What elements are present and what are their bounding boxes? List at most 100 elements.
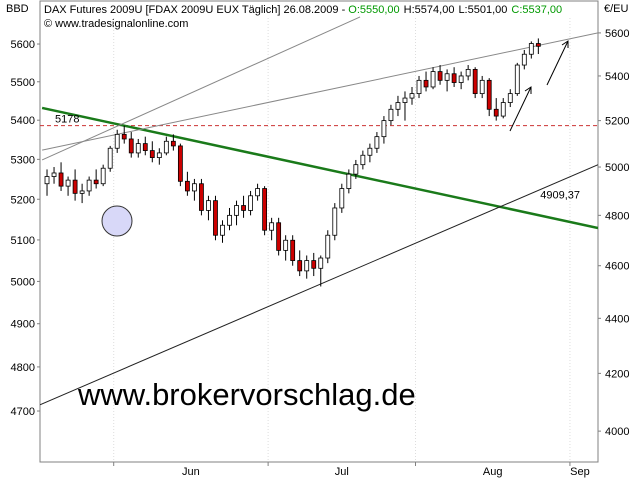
candle-body xyxy=(220,224,225,236)
candle-body xyxy=(507,93,513,103)
candle-body xyxy=(465,68,471,77)
y2-tick-label: 5200 xyxy=(605,116,629,128)
candle-body xyxy=(276,222,282,251)
candle-body xyxy=(100,167,106,185)
trend-line xyxy=(42,32,598,151)
level-label: 5178 xyxy=(55,114,79,126)
candle-body xyxy=(339,188,345,209)
candle-body xyxy=(353,164,359,175)
candle-body xyxy=(192,183,197,192)
candle-body xyxy=(227,214,232,226)
candle-body xyxy=(367,147,373,156)
plot-frame xyxy=(39,0,599,463)
y-tick-label: 5200 xyxy=(11,194,35,206)
candle-body xyxy=(44,176,50,185)
trend-line xyxy=(41,16,361,161)
candle-body xyxy=(346,173,352,189)
candle-body xyxy=(332,207,338,236)
candle-body xyxy=(290,239,296,261)
y2-tick-label: 4800 xyxy=(605,210,629,222)
marker-circle xyxy=(101,205,133,237)
y2-tick-label: 4600 xyxy=(605,261,629,273)
candle-body xyxy=(79,190,85,194)
candle-body xyxy=(472,68,478,95)
y2-tick-label: 4000 xyxy=(605,426,629,438)
candle-body xyxy=(458,75,464,83)
candle-body xyxy=(269,222,275,231)
candle-body xyxy=(65,179,71,187)
candle-body xyxy=(135,143,141,154)
watermark: www.brokervorschlag.de xyxy=(77,377,416,412)
candle-body xyxy=(479,79,485,95)
x-tick-label: Jun xyxy=(182,466,200,478)
candle-body xyxy=(430,71,436,88)
candle-body xyxy=(51,172,57,177)
chart-title: DAX Futures 2009U [FDAX 2009U EUX Täglic… xyxy=(44,4,562,16)
y-tick-label: 4900 xyxy=(11,319,35,331)
quote-field: O:5550,00 xyxy=(348,4,399,16)
candle-body xyxy=(360,154,366,166)
candle-body xyxy=(114,133,120,149)
candle-body xyxy=(170,140,176,147)
candle-body xyxy=(107,147,113,169)
candle-body xyxy=(423,79,429,88)
y2-tick-label: 5600 xyxy=(605,28,629,40)
candle-body xyxy=(156,152,162,159)
candle-body xyxy=(388,108,394,122)
y-tick-label: 5100 xyxy=(11,235,35,247)
candle-body xyxy=(177,145,183,182)
candle-body xyxy=(535,43,541,47)
candle-body xyxy=(486,79,492,110)
candle-body xyxy=(451,73,457,83)
y2-tick-label: 4400 xyxy=(605,313,629,325)
candle-body xyxy=(528,43,534,55)
candle-body xyxy=(163,140,169,154)
candle-body xyxy=(72,179,78,194)
candle-body xyxy=(318,257,324,269)
candle-body xyxy=(521,53,527,66)
candle-body xyxy=(142,143,148,151)
y-tick-label: 5000 xyxy=(11,276,35,288)
quote-field: L:5501,00 xyxy=(458,4,507,16)
quote-field: H:5574,00 xyxy=(404,4,455,16)
candle-body xyxy=(374,136,380,149)
candle-body xyxy=(184,180,190,192)
candle-body xyxy=(234,205,239,216)
y2-tick-label: 4200 xyxy=(605,368,629,380)
candle-body xyxy=(416,79,422,95)
y2-tick-label: 5000 xyxy=(605,162,629,174)
title-text: DAX Futures 2009U [FDAX 2009U EUX Täglic… xyxy=(44,4,348,16)
source: © www.tradesignalonline.com xyxy=(44,18,188,30)
candle-body xyxy=(248,195,253,211)
candle-body xyxy=(304,260,310,272)
annotation: 4909,37 xyxy=(540,190,580,202)
candle-body xyxy=(241,205,246,211)
y-tick-label: 4700 xyxy=(11,406,35,418)
candle-body xyxy=(262,188,268,231)
candle-body xyxy=(149,150,155,159)
candle-body xyxy=(325,234,331,259)
candle-body xyxy=(199,183,204,211)
candle-body xyxy=(255,188,260,197)
y-tick-label: 4800 xyxy=(11,362,35,374)
y2-axis-label: €/EU xyxy=(604,3,629,15)
y-tick-label: 5600 xyxy=(11,39,35,51)
quote-field: C:5537,00 xyxy=(511,4,562,16)
y2-tick-label: 5400 xyxy=(605,71,629,83)
candle-body xyxy=(58,172,64,187)
x-tick-label: Aug xyxy=(483,466,503,478)
candle-body xyxy=(297,260,303,272)
candle-body xyxy=(500,102,506,117)
y-tick-label: 5500 xyxy=(11,77,35,89)
arrows xyxy=(509,40,569,132)
candle-body xyxy=(93,179,99,185)
candle-body xyxy=(381,120,387,138)
candle-body xyxy=(437,71,443,81)
candle-body xyxy=(409,93,415,99)
candle-body xyxy=(444,73,450,81)
y-tick-label: 5300 xyxy=(11,154,35,166)
trend-line xyxy=(40,164,598,406)
candle-body xyxy=(311,260,317,269)
candle-body xyxy=(514,64,520,95)
